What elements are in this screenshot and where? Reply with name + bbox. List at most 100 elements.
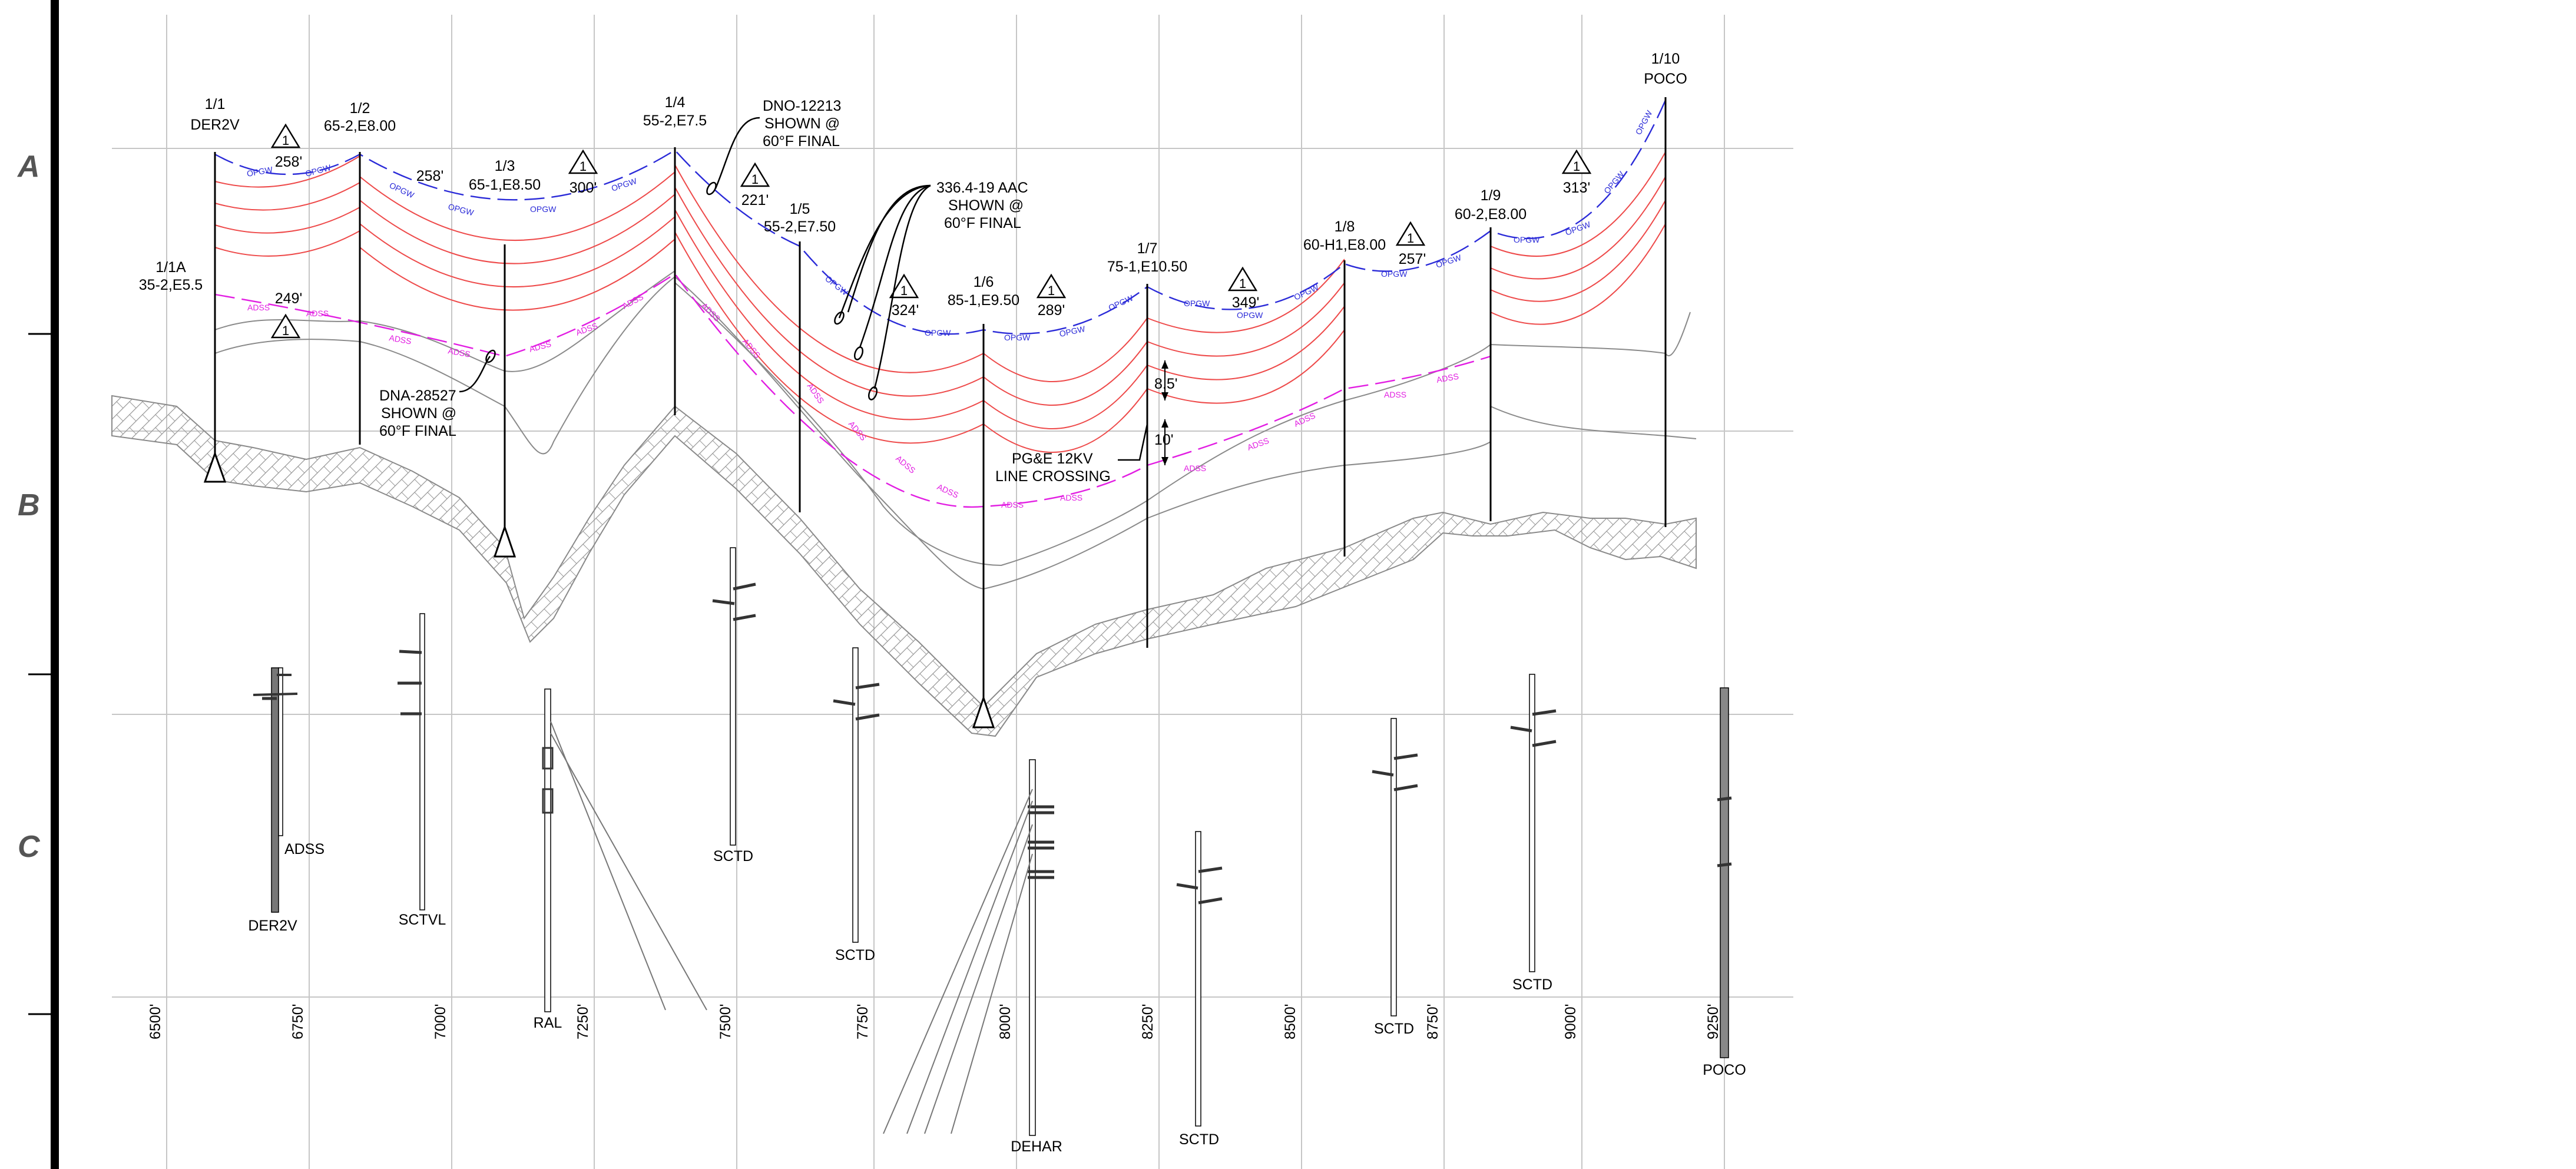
pole-number: 1/10 — [1651, 51, 1680, 67]
revision-triangle — [1561, 149, 1592, 174]
pole-code: 75-1,E10.50 — [1107, 259, 1187, 275]
opgw-label: OPGW — [246, 164, 274, 178]
station-label: 7500' — [717, 1004, 734, 1039]
conductors — [214, 151, 1666, 453]
callout-aac-line1: 336.4-19 AAC — [936, 180, 1028, 196]
span-length: 257' — [1399, 251, 1426, 267]
structure-type-label: SCTVL — [399, 912, 446, 928]
clearance-lower: 10' — [1154, 432, 1174, 448]
span-length: 289' — [1038, 302, 1065, 319]
opgw-label: OPGW — [1602, 169, 1626, 196]
revision-triangle — [270, 313, 301, 339]
callouts: DNO-12213 SHOWN @ 60°F FINAL 336.4-19 AA… — [379, 98, 1178, 485]
anchors — [203, 451, 995, 728]
structure-type-label: SCTD — [1512, 976, 1552, 993]
structure-type-label: SCTD — [1179, 1131, 1219, 1148]
revision-triangle — [1395, 221, 1426, 246]
station-label: 6500' — [147, 1004, 164, 1039]
span-length: 313' — [1563, 180, 1590, 196]
adss-label: ADSS — [388, 333, 412, 346]
pole-code: 35-2,E5.5 — [139, 277, 203, 293]
pole-code: 55-2,E7.5 — [643, 112, 707, 129]
structure-type-label: SCTD — [1374, 1021, 1414, 1037]
clearance-upper: 8.5' — [1154, 376, 1178, 392]
callout-aac-line3: 60°F FINAL — [944, 215, 1021, 231]
revision-number: 1 — [1573, 159, 1580, 174]
revision-triangle — [1036, 273, 1067, 299]
pole-code: 85-1,E9.50 — [948, 292, 1019, 309]
adss-label: ADSS — [1436, 372, 1459, 385]
station-label: 8000' — [997, 1004, 1014, 1039]
opgw-label: OPGW — [530, 204, 557, 214]
callout-dno-line1: DNO-12213 — [763, 98, 841, 114]
station-label: 7250' — [575, 1004, 591, 1039]
revision-number: 1 — [1239, 276, 1246, 291]
span-length: 258' — [416, 168, 443, 184]
revision-number: 1 — [900, 283, 908, 298]
anchor-triangle — [493, 524, 516, 558]
revision-number: 1 — [1407, 231, 1414, 246]
structure-type-label: ADSS — [284, 841, 325, 857]
sheet-border — [51, 0, 59, 1169]
opgw-label: OPGW — [1058, 324, 1086, 339]
station-label: 6750' — [290, 1004, 306, 1039]
span-length: 258' — [275, 154, 302, 170]
callout-aac-line2: SHOWN @ — [948, 197, 1024, 214]
span-length: 324' — [892, 302, 919, 319]
revision-number: 1 — [282, 323, 289, 338]
opgw-label: OPGW — [388, 180, 416, 200]
station-label: 7000' — [432, 1004, 449, 1039]
opgw-label: OPGW — [1634, 108, 1654, 136]
opgw-label: OPGW — [823, 274, 850, 297]
anchor-triangle — [972, 695, 995, 728]
structure-poco — [1717, 687, 1732, 1058]
row-label-c: C — [18, 830, 41, 864]
structure-type-label: DER2V — [248, 918, 297, 934]
revision-number: 1 — [1048, 283, 1055, 298]
adss-label: ADSS — [1184, 463, 1206, 473]
adss-label: ADSS — [528, 339, 552, 354]
station-label: 9000' — [1562, 1004, 1579, 1039]
span-length: 300' — [569, 180, 597, 196]
structure-type-label: RAL — [534, 1015, 562, 1031]
callout-dno-line3: 60°F FINAL — [763, 133, 840, 150]
ground-profile — [111, 395, 1697, 737]
pole-number: 1/9 — [1481, 187, 1501, 204]
adss-label: ADSS — [621, 292, 645, 311]
wire-labels: OPGW OPGW OPGW OPGW OPGW OPGW OPGW OPGW … — [246, 108, 1654, 509]
structure-der2v — [253, 667, 298, 913]
pole-code: DER2V — [190, 117, 240, 133]
pole-code: 60-H1,E8.00 — [1303, 237, 1386, 253]
structure-sctd — [833, 647, 880, 943]
opgw-label: OPGW — [1514, 235, 1540, 244]
adss-label: ADSS — [1293, 410, 1317, 429]
anchor-triangle — [203, 451, 227, 483]
adss-label: ADSS — [1384, 390, 1406, 399]
structure-sctd — [1372, 718, 1418, 1016]
opgw-label: OPGW — [1107, 293, 1135, 313]
pole-code: 55-2,E7.50 — [764, 218, 836, 235]
structure-sctd — [1510, 674, 1557, 972]
opgw-label: OPGW — [1184, 299, 1210, 308]
structure-type-label: DEHAR — [1011, 1138, 1062, 1155]
adss-label: ADSS — [741, 337, 763, 360]
structure-sctvl — [398, 613, 425, 910]
station-labels: 6500' 6750' 7000' 7250' 7500' 7750' 8000… — [147, 1004, 1721, 1039]
row-markers: A B C — [16, 150, 51, 1015]
pole-code: 65-1,E8.50 — [469, 177, 541, 193]
revision-triangle — [1227, 266, 1258, 292]
pole-number: 1/6 — [974, 274, 994, 290]
revision-triangle — [270, 123, 301, 148]
station-label: 8250' — [1140, 1004, 1156, 1039]
opgw-wire — [214, 100, 1667, 335]
station-label: 7750' — [855, 1004, 871, 1039]
pole-number: 1/1 — [205, 96, 226, 112]
revision-number: 1 — [751, 172, 759, 187]
revision-triangle — [568, 149, 598, 174]
pole-number: 1/8 — [1335, 218, 1355, 235]
revision-number: 1 — [580, 159, 587, 174]
station-label: 8750' — [1425, 1004, 1441, 1039]
structure-type-label: POCO — [1703, 1062, 1746, 1078]
structure-type-label: SCTD — [835, 947, 875, 963]
